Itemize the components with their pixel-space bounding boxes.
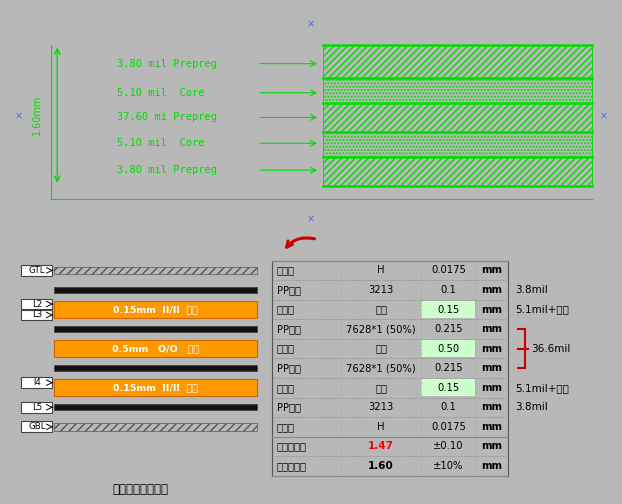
Text: 3213: 3213 xyxy=(369,285,394,295)
Bar xyxy=(54,267,258,274)
Text: ×: × xyxy=(307,19,315,29)
Text: PP胶：: PP胶： xyxy=(277,363,301,373)
Text: GBL: GBL xyxy=(28,422,45,431)
Text: 0.215: 0.215 xyxy=(434,363,463,373)
Text: l4: l4 xyxy=(33,378,41,387)
Text: 芯板：: 芯板： xyxy=(277,304,295,314)
Text: H: H xyxy=(378,422,385,432)
Text: PP胶：: PP胶： xyxy=(277,402,301,412)
Text: ±0.10: ±0.10 xyxy=(433,442,463,452)
Text: 5.1mil+铜厚: 5.1mil+铜厚 xyxy=(515,304,569,314)
Text: 36.6mil: 36.6mil xyxy=(531,344,571,354)
Text: mm: mm xyxy=(481,266,502,275)
Bar xyxy=(323,132,592,157)
Bar xyxy=(54,404,258,410)
Text: 铜厚：: 铜厚： xyxy=(277,422,295,432)
Text: 八层板压合结构图: 八层板压合结构图 xyxy=(113,483,169,496)
Text: mm: mm xyxy=(481,442,502,452)
Bar xyxy=(21,377,52,388)
Bar xyxy=(54,379,258,396)
Text: mm: mm xyxy=(481,285,502,295)
Text: mm: mm xyxy=(481,402,502,412)
Text: 5.1mil+铜厚: 5.1mil+铜厚 xyxy=(515,383,569,393)
Bar xyxy=(323,157,592,186)
Text: 0.1: 0.1 xyxy=(440,402,457,412)
Bar xyxy=(323,78,592,103)
Bar xyxy=(54,423,258,430)
Text: mm: mm xyxy=(481,304,502,314)
Text: mm: mm xyxy=(481,344,502,354)
Bar xyxy=(323,103,592,132)
Text: 3.8mil: 3.8mil xyxy=(515,285,548,295)
Text: 7628*1 (50%): 7628*1 (50%) xyxy=(346,363,416,373)
Text: 5.10 mil  Core: 5.10 mil Core xyxy=(117,138,205,148)
Text: 含铜: 含铜 xyxy=(375,383,387,393)
Text: L2: L2 xyxy=(32,299,42,308)
Text: PP胶：: PP胶： xyxy=(277,324,301,334)
Bar xyxy=(21,402,52,413)
Bar xyxy=(54,301,258,318)
Text: 含铜: 含铜 xyxy=(375,304,387,314)
Text: mm: mm xyxy=(481,363,502,373)
Text: 0.5mm   O/O   光板: 0.5mm O/O 光板 xyxy=(112,344,199,353)
Text: 1.60: 1.60 xyxy=(368,461,394,471)
Bar xyxy=(54,340,258,357)
Bar xyxy=(422,379,475,396)
Bar xyxy=(21,265,52,276)
Text: 3213: 3213 xyxy=(369,402,394,412)
Text: mm: mm xyxy=(481,383,502,393)
Text: 铜厚：: 铜厚： xyxy=(277,266,295,275)
Text: GTL: GTL xyxy=(29,266,45,275)
Text: 0.0175: 0.0175 xyxy=(431,422,466,432)
Text: ×: × xyxy=(600,111,608,121)
Text: 7628*1 (50%): 7628*1 (50%) xyxy=(346,324,416,334)
Text: 0.0175: 0.0175 xyxy=(431,266,466,275)
Bar xyxy=(54,326,258,332)
Text: 1.47: 1.47 xyxy=(368,442,394,452)
Text: PP胶：: PP胶： xyxy=(277,285,301,295)
Text: 成品板厚：: 成品板厚： xyxy=(277,461,307,471)
Text: 光板: 光板 xyxy=(375,344,387,354)
Text: 3.8mil: 3.8mil xyxy=(515,402,548,412)
Text: 3.80 mil Prepreg: 3.80 mil Prepreg xyxy=(117,165,217,175)
Text: ±10%: ±10% xyxy=(433,461,463,471)
Text: mm: mm xyxy=(481,324,502,334)
Text: mm: mm xyxy=(481,422,502,432)
Text: 0.15: 0.15 xyxy=(437,304,460,314)
Text: 0.15: 0.15 xyxy=(437,383,460,393)
Bar xyxy=(21,421,52,432)
Text: mm: mm xyxy=(481,461,502,471)
Text: 0.15mm  II/II  含铜: 0.15mm II/II 含铜 xyxy=(113,305,198,314)
Text: 0.15mm  II/II  含铜: 0.15mm II/II 含铜 xyxy=(113,383,198,392)
Text: 1.60mm: 1.60mm xyxy=(32,95,42,136)
Text: ×: × xyxy=(307,215,315,224)
Text: 0.1: 0.1 xyxy=(440,285,457,295)
Text: 0.215: 0.215 xyxy=(434,324,463,334)
Text: 芯板：: 芯板： xyxy=(277,383,295,393)
Text: 芯板：: 芯板： xyxy=(277,344,295,354)
Text: 3.80 mil Prepreg: 3.80 mil Prepreg xyxy=(117,58,217,69)
Bar xyxy=(54,365,258,371)
Bar xyxy=(21,299,52,309)
Bar xyxy=(54,287,258,293)
Bar xyxy=(422,301,475,318)
Text: 5.10 mil  Core: 5.10 mil Core xyxy=(117,88,205,98)
Text: ×: × xyxy=(14,111,22,121)
Bar xyxy=(323,44,592,78)
Text: 37.60 mi Prepreg: 37.60 mi Prepreg xyxy=(117,112,217,122)
Text: H: H xyxy=(378,266,385,275)
Text: 0.50: 0.50 xyxy=(437,344,460,354)
Bar xyxy=(21,309,52,321)
Text: 压合厚度：: 压合厚度： xyxy=(277,442,307,452)
Bar xyxy=(422,340,475,357)
Text: L3: L3 xyxy=(32,310,42,320)
Text: L5: L5 xyxy=(32,403,42,412)
